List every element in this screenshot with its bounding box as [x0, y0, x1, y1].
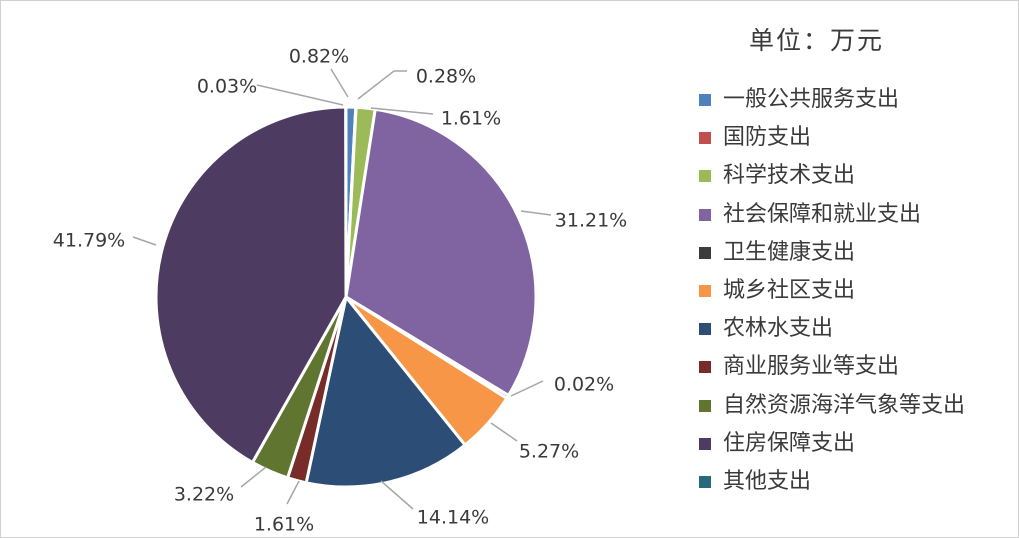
- legend-item: 科学技术支出: [699, 163, 1014, 201]
- legend-item: 城乡社区支出: [699, 278, 1014, 316]
- legend-label: 农林水支出: [723, 316, 834, 342]
- legend-item: 自然资源海洋气象等支出: [699, 393, 1014, 431]
- legend-item: 社会保障和就业支出: [699, 202, 1014, 240]
- pie-slice: [344, 107, 538, 398]
- data-label: 0.28%: [416, 66, 476, 88]
- data-label: 14.14%: [417, 507, 489, 529]
- data-label: 3.22%: [174, 484, 234, 506]
- pie-slice: [304, 293, 468, 489]
- legend-swatch: [699, 170, 711, 183]
- legend-item: 其他支出: [699, 469, 1014, 507]
- legend-swatch: [699, 284, 711, 297]
- legend: 一般公共服务支出 国防支出 科学技术支出 社会保障和就业支出 卫生健康支出 城乡…: [699, 87, 1014, 507]
- legend-label: 社会保障和就业支出: [723, 201, 922, 227]
- leader-line: [510, 380, 544, 397]
- leader-line: [370, 107, 434, 115]
- leader-line: [380, 480, 414, 510]
- legend-swatch: [699, 132, 711, 145]
- unit-label: 单位：万元: [749, 26, 885, 55]
- leader-line: [520, 210, 552, 216]
- legend-item: 商业服务业等支出: [699, 354, 1014, 392]
- legend-label: 自然资源海洋气象等支出: [723, 392, 966, 418]
- legend-item: 一般公共服务支出: [699, 87, 1014, 125]
- data-label: 1.61%: [441, 108, 501, 130]
- data-label: 0.82%: [289, 46, 349, 68]
- legend-item: 卫生健康支出: [699, 240, 1014, 278]
- legend-swatch: [699, 208, 711, 221]
- data-label: 41.79%: [53, 230, 125, 252]
- leader-line: [132, 236, 157, 246]
- leader-line: [357, 70, 407, 100]
- legend-label: 商业服务业等支出: [723, 354, 900, 380]
- legend-label: 城乡社区支出: [723, 277, 856, 303]
- legend-swatch: [699, 246, 711, 259]
- legend-label: 其他支出: [723, 468, 812, 494]
- data-label: 1.61%: [254, 514, 314, 536]
- legend-item: 住房保障支出: [699, 431, 1014, 469]
- leader-line: [256, 84, 344, 106]
- leader-line: [490, 422, 518, 442]
- legend-label: 一般公共服务支出: [723, 87, 900, 112]
- leader-line: [330, 68, 349, 98]
- legend-item: 国防支出: [699, 125, 1014, 163]
- legend-label: 科学技术支出: [723, 163, 856, 189]
- legend-swatch: [699, 323, 711, 336]
- data-label: 5.27%: [519, 441, 579, 463]
- legend-swatch: [699, 94, 711, 106]
- legend-swatch: [699, 361, 711, 374]
- legend-swatch: [699, 475, 711, 488]
- leader-line: [240, 466, 267, 488]
- legend-swatch: [699, 399, 711, 412]
- legend-item: 农林水支出: [699, 316, 1014, 354]
- legend-label: 卫生健康支出: [723, 239, 856, 265]
- data-label: 0.02%: [554, 374, 614, 396]
- data-label: 31.21%: [555, 210, 627, 232]
- legend-label: 住房保障支出: [723, 430, 856, 456]
- data-label: 0.03%: [197, 76, 257, 98]
- legend-label: 国防支出: [723, 125, 812, 151]
- legend-swatch: [699, 437, 711, 450]
- leader-line: [286, 480, 300, 505]
- pie-slice: [154, 105, 348, 465]
